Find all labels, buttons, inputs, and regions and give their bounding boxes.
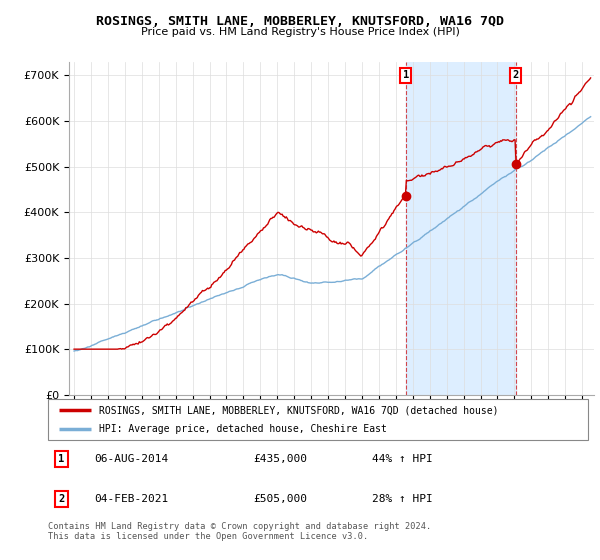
Text: ROSINGS, SMITH LANE, MOBBERLEY, KNUTSFORD, WA16 7QD (detached house): ROSINGS, SMITH LANE, MOBBERLEY, KNUTSFOR… — [100, 405, 499, 415]
Text: ROSINGS, SMITH LANE, MOBBERLEY, KNUTSFORD, WA16 7QD: ROSINGS, SMITH LANE, MOBBERLEY, KNUTSFOR… — [96, 15, 504, 28]
Text: 06-AUG-2014: 06-AUG-2014 — [94, 454, 168, 464]
Text: 1: 1 — [58, 454, 65, 464]
Text: 2: 2 — [58, 494, 65, 504]
Text: Price paid vs. HM Land Registry's House Price Index (HPI): Price paid vs. HM Land Registry's House … — [140, 27, 460, 37]
Text: 28% ↑ HPI: 28% ↑ HPI — [372, 494, 433, 504]
Text: HPI: Average price, detached house, Cheshire East: HPI: Average price, detached house, Ches… — [100, 424, 387, 433]
Text: Contains HM Land Registry data © Crown copyright and database right 2024.
This d: Contains HM Land Registry data © Crown c… — [48, 522, 431, 542]
Text: 04-FEB-2021: 04-FEB-2021 — [94, 494, 168, 504]
Text: 1: 1 — [403, 71, 409, 80]
Text: 44% ↑ HPI: 44% ↑ HPI — [372, 454, 433, 464]
Text: £435,000: £435,000 — [253, 454, 307, 464]
Text: 2: 2 — [512, 71, 519, 80]
Text: £505,000: £505,000 — [253, 494, 307, 504]
FancyBboxPatch shape — [48, 399, 588, 440]
Bar — [406, 62, 516, 395]
